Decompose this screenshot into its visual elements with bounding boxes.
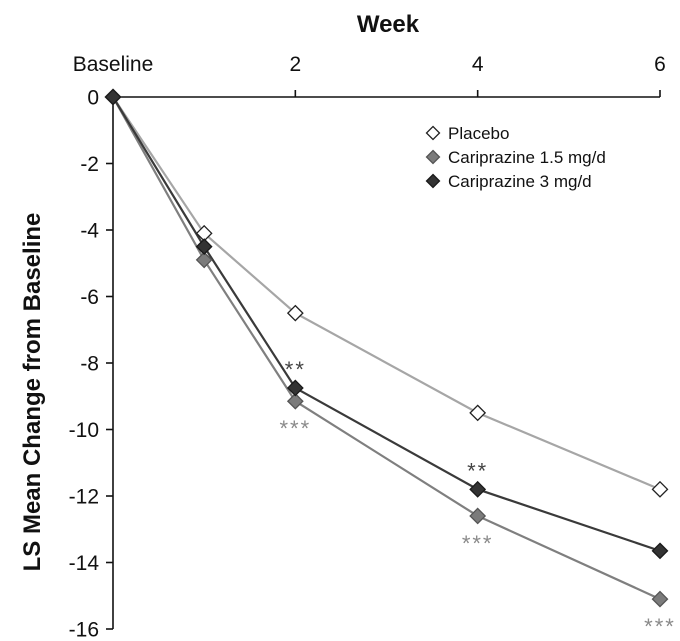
significance-marker: *** [279, 416, 311, 441]
series-1-point [195, 251, 213, 269]
y-tick-label: -2 [80, 153, 99, 176]
series-0-point [469, 404, 487, 422]
significance-marker: *** [644, 614, 676, 639]
legend-label-0: Placebo [448, 124, 509, 143]
y-tick-label: -16 [69, 619, 99, 641]
y-tick-label: -8 [80, 353, 99, 376]
series-1-point [469, 507, 487, 525]
series-0-point [286, 304, 304, 322]
series-2-point [195, 238, 213, 256]
x-tick-label: 2 [289, 53, 301, 76]
x-tick-label: 4 [472, 53, 484, 76]
legend-marker-0 [425, 125, 441, 141]
series-0-point [651, 480, 669, 498]
significance-marker: ** [467, 458, 488, 483]
x-tick-label: Baseline [73, 53, 154, 76]
series-layer [104, 88, 669, 608]
legend-label-2: Cariprazine 3 mg/d [448, 172, 592, 191]
significance-marker: *** [462, 531, 494, 556]
significance-marker: ** [285, 357, 306, 382]
legend-marker-1 [425, 149, 441, 165]
y-tick-label: -10 [69, 419, 99, 442]
series-2-point [104, 88, 122, 106]
legend-marker-2 [425, 173, 441, 189]
series-2-point [469, 480, 487, 498]
axes: Baseline 2 4 6 Week 0 -2 -4 -6 -8 -10 -12 -14 -16 LS M… [19, 11, 666, 641]
series-1-point [651, 590, 669, 608]
series-2-point [651, 542, 669, 560]
legend-label-1: Cariprazine 1.5 mg/d [448, 148, 606, 167]
y-tick-label: -14 [69, 552, 100, 575]
x-tick-label: 6 [654, 53, 666, 76]
series-1-point [286, 392, 304, 410]
y-axis-title: LS Mean Change from Baseline [19, 213, 46, 572]
y-tick-label: -4 [80, 220, 99, 243]
legend: Placebo Cariprazine 1.5 mg/d Cariprazine 3… [425, 124, 606, 191]
y-tick-label: -6 [80, 286, 99, 309]
series-2-point [286, 379, 304, 397]
y-tick-label: -12 [69, 486, 99, 509]
significance-annotations: ************* [279, 357, 676, 639]
x-axis-title: Week [357, 11, 420, 38]
y-tick-label: 0 [87, 87, 99, 110]
